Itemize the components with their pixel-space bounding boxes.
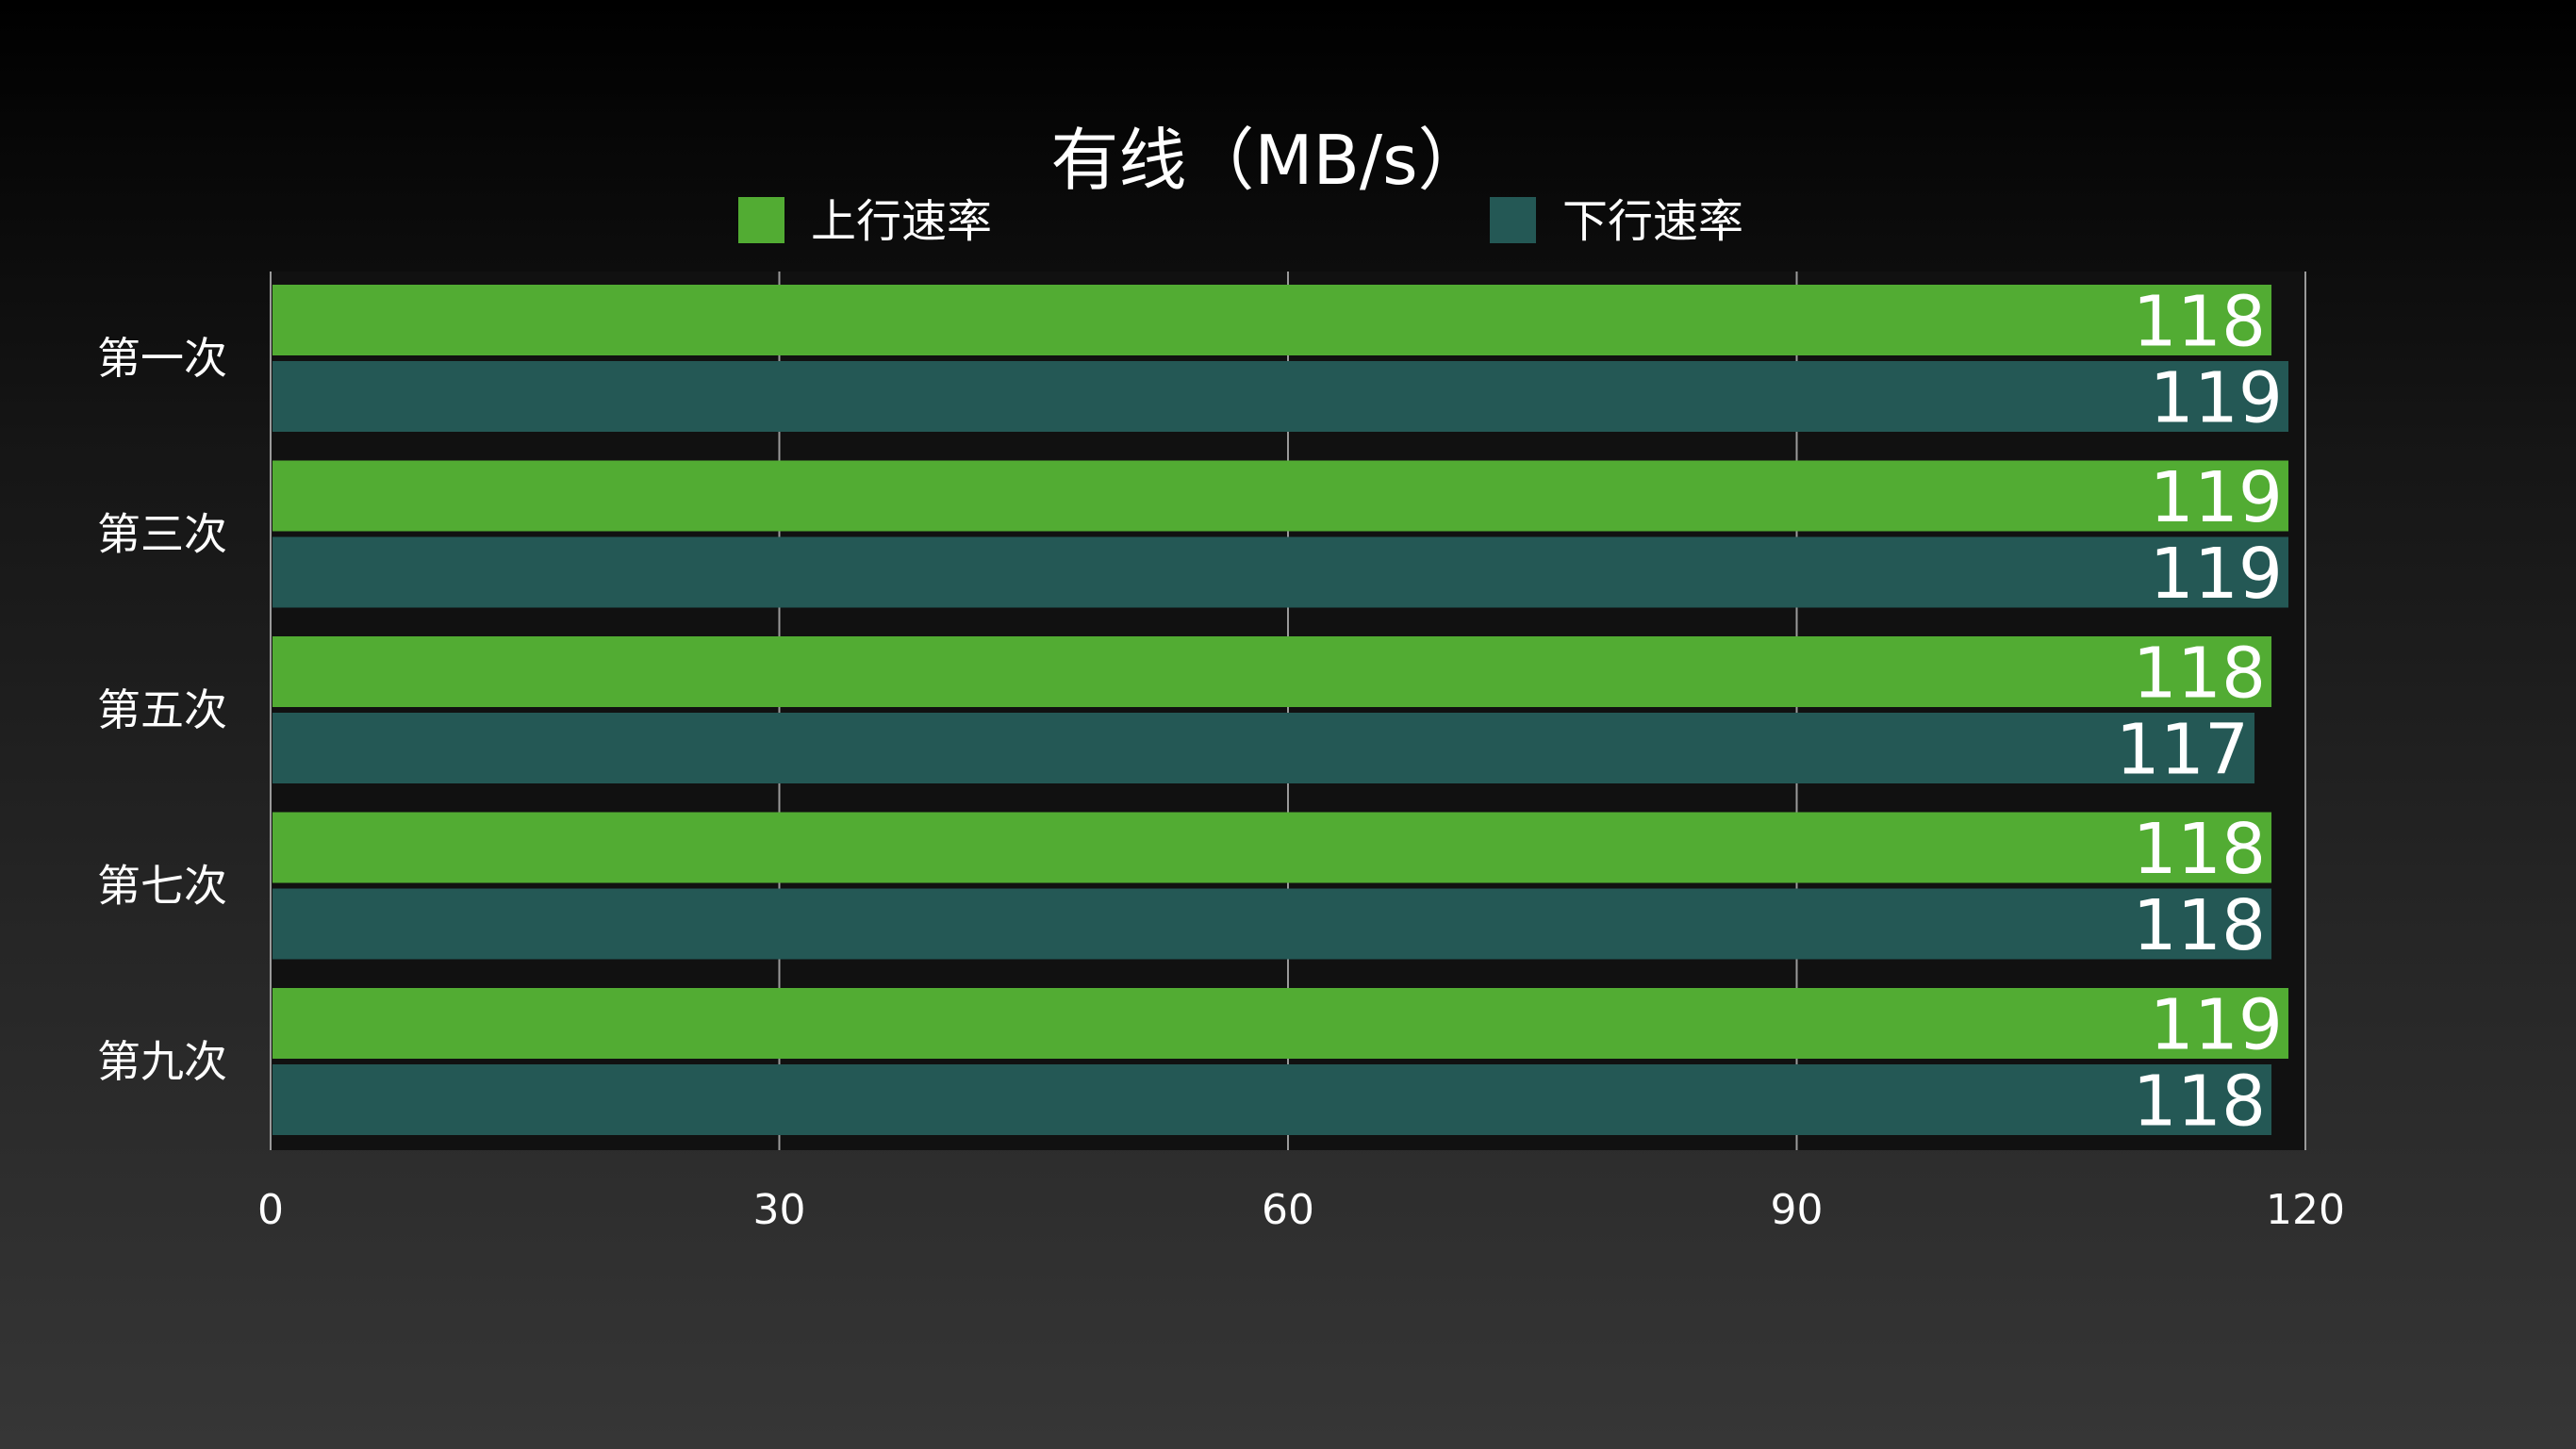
legend-label-2: 下行速率: [1562, 195, 1743, 248]
x-tick-label-120: 120: [2266, 1186, 2345, 1234]
bar-up-5: [272, 988, 2289, 1059]
data-label-down-1: 119: [2150, 358, 2283, 439]
x-tick-label-30: 30: [753, 1186, 806, 1234]
bar-down-5: [272, 1064, 2272, 1135]
x-axis-tick-labels: 0 30 60 90 120: [257, 1186, 2345, 1234]
data-label-up-3: 118: [2133, 634, 2266, 715]
bar-down-2: [272, 536, 2289, 608]
category-label-4: 第七次: [97, 861, 227, 912]
data-label-up-4: 118: [2133, 809, 2266, 890]
data-label-up-2: 119: [2150, 457, 2283, 538]
legend: 上行速率 下行速率: [738, 195, 1743, 248]
category-label-3: 第五次: [97, 684, 227, 735]
bar-up-2: [272, 460, 2289, 532]
bar-up-3: [272, 636, 2272, 707]
category-label-5: 第九次: [97, 1036, 227, 1087]
bar-down-4: [272, 888, 2272, 960]
legend-swatch-1: [738, 197, 784, 243]
legend-swatch-2: [1490, 197, 1536, 243]
data-label-down-2: 119: [2150, 534, 2283, 615]
bars: [272, 285, 2289, 1135]
bar-up-1: [272, 285, 2272, 355]
category-label-2: 第三次: [97, 509, 227, 560]
data-label-down-4: 118: [2133, 885, 2266, 966]
legend-label-1: 上行速率: [811, 195, 992, 248]
data-label-down-3: 117: [2116, 710, 2249, 791]
data-label-up-5: 119: [2150, 985, 2283, 1066]
bar-up-4: [272, 812, 2272, 883]
data-label-up-1: 118: [2133, 282, 2266, 363]
data-label-down-5: 118: [2133, 1062, 2266, 1143]
chart-title: 有线（MB/s）: [1050, 121, 1485, 200]
bar-down-1: [272, 361, 2289, 432]
x-tick-label-90: 90: [1771, 1186, 1824, 1234]
category-label-1: 第一次: [97, 333, 227, 384]
x-tick-label-0: 0: [257, 1186, 284, 1234]
x-tick-label-60: 60: [1262, 1186, 1314, 1234]
bar-down-3: [272, 713, 2255, 783]
